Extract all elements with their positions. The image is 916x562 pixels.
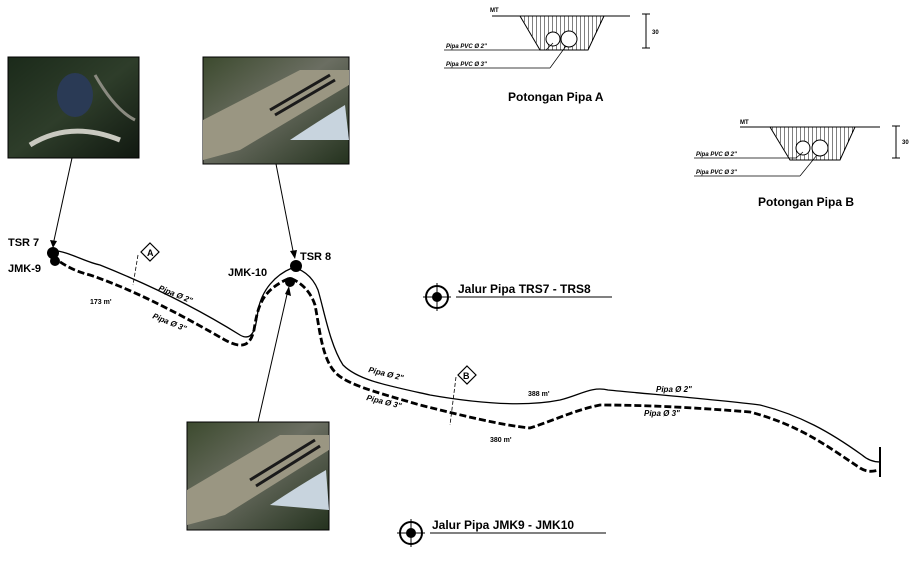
cross-section-a-title: Potongan Pipa A (508, 90, 604, 104)
label-pipe-2-mid: Pipa Ø 2" (368, 365, 405, 382)
svg-text:A: A (147, 248, 154, 258)
label-jmk10: JMK-10 (228, 267, 267, 279)
marker-tsr8 (290, 260, 302, 272)
section-marker-a: A (132, 242, 160, 286)
svg-text:MT: MT (490, 8, 499, 14)
marker-jmk10 (285, 277, 295, 287)
legend-route-jmk: Jalur Pipa JMK9 - JMK10 (397, 518, 606, 547)
legend-route-tsr-label: Jalur Pipa TRS7 - TRS8 (458, 282, 591, 296)
svg-text:MT: MT (740, 120, 749, 126)
svg-text:Pipa PVC Ø 3": Pipa PVC Ø 3" (696, 170, 737, 176)
label-dist-mid-lower: 380 m' (490, 437, 512, 444)
section-marker-b: B (449, 365, 477, 426)
label-dist-mid-upper: 388 m' (528, 391, 550, 398)
svg-text:30: 30 (902, 140, 909, 146)
label-jmk9: JMK-9 (8, 263, 41, 275)
photo-tsr7 (7, 56, 140, 159)
leader-tsr7 (52, 157, 73, 246)
cross-section-a: MT 30 Pipa PVC Ø 2" Pipa PVC Ø 3" Potong… (444, 8, 659, 104)
label-tsr7: TSR 7 (8, 237, 39, 249)
label-pipe-3-right: Pipa Ø 3" (644, 409, 680, 418)
leader-jmk10 (257, 289, 289, 423)
photo-tsr8 (202, 56, 350, 165)
cross-section-b: MT 30 Pipa PVC Ø 2" Pipa PVC Ø 3" Potong… (694, 120, 909, 209)
svg-text:Pipa PVC Ø 3": Pipa PVC Ø 3" (446, 62, 487, 68)
legend-route-tsr: Jalur Pipa TRS7 - TRS8 (423, 282, 612, 311)
label-pipe-3-left: Pipa Ø 3" (151, 312, 188, 334)
photo-jmk10 (186, 421, 330, 531)
marker-jmk9 (50, 256, 60, 266)
cross-section-b-title: Potongan Pipa B (758, 195, 854, 209)
route-jmk-dashed (51, 254, 881, 473)
label-pipe-2-left: Pipa Ø 2" (157, 284, 194, 306)
svg-text:Pipa PVC Ø 2": Pipa PVC Ø 2" (446, 44, 487, 50)
marker-tsr7 (47, 247, 59, 259)
svg-text:B: B (463, 371, 470, 381)
legend-route-jmk-label: Jalur Pipa JMK9 - JMK10 (432, 518, 574, 532)
label-dist-left: 173 m' (90, 299, 112, 306)
label-pipe-2-right: Pipa Ø 2" (656, 385, 692, 394)
route-tsr-solid (51, 249, 881, 463)
svg-text:Pipa PVC Ø 2": Pipa PVC Ø 2" (696, 152, 737, 158)
label-tsr8: TSR 8 (300, 251, 331, 263)
svg-text:30: 30 (652, 30, 659, 36)
leader-tsr8 (275, 163, 295, 257)
